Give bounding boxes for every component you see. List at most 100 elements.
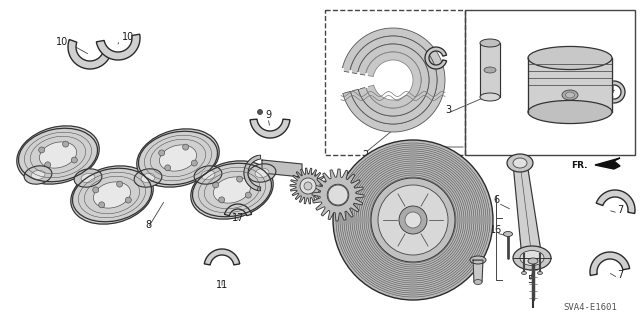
Text: 13: 13 [329, 180, 341, 190]
Ellipse shape [513, 246, 551, 270]
Polygon shape [596, 190, 635, 213]
Ellipse shape [74, 169, 102, 187]
Ellipse shape [474, 279, 482, 285]
Text: 9: 9 [265, 110, 271, 120]
Circle shape [45, 162, 51, 168]
Text: 17: 17 [232, 213, 244, 223]
Circle shape [182, 144, 189, 150]
Polygon shape [250, 119, 290, 138]
Ellipse shape [214, 177, 250, 203]
Ellipse shape [248, 164, 276, 182]
Circle shape [371, 178, 455, 262]
Circle shape [304, 182, 312, 190]
Polygon shape [204, 249, 240, 265]
Circle shape [93, 187, 99, 193]
Ellipse shape [522, 271, 527, 275]
Ellipse shape [194, 166, 222, 184]
Polygon shape [244, 156, 260, 191]
Text: 12: 12 [306, 173, 318, 183]
Circle shape [300, 178, 316, 194]
Circle shape [327, 184, 349, 206]
Polygon shape [590, 252, 630, 276]
Text: FR.: FR. [572, 160, 588, 169]
Ellipse shape [480, 39, 500, 47]
Polygon shape [225, 204, 252, 216]
Polygon shape [473, 260, 483, 282]
Text: 8: 8 [145, 220, 151, 230]
Text: 7: 7 [617, 205, 623, 215]
Polygon shape [425, 47, 447, 69]
Circle shape [38, 147, 45, 153]
Ellipse shape [255, 168, 269, 178]
Ellipse shape [159, 145, 196, 171]
Circle shape [237, 176, 243, 182]
Text: 7: 7 [617, 270, 623, 280]
Ellipse shape [93, 182, 131, 208]
Circle shape [333, 140, 493, 300]
Ellipse shape [538, 271, 543, 275]
Polygon shape [480, 43, 500, 97]
Polygon shape [358, 44, 429, 116]
Circle shape [378, 185, 448, 255]
Ellipse shape [24, 166, 52, 184]
Text: 11: 11 [216, 280, 228, 290]
Polygon shape [513, 163, 542, 258]
Ellipse shape [528, 47, 612, 70]
Polygon shape [604, 81, 625, 103]
Ellipse shape [137, 129, 220, 187]
Ellipse shape [141, 174, 155, 182]
Ellipse shape [513, 158, 527, 168]
Ellipse shape [81, 174, 95, 182]
Ellipse shape [71, 166, 153, 224]
Text: 4: 4 [609, 85, 615, 95]
Polygon shape [290, 168, 326, 204]
Circle shape [71, 157, 77, 163]
Text: 2: 2 [362, 150, 368, 160]
Circle shape [191, 160, 197, 166]
Circle shape [219, 197, 225, 203]
Ellipse shape [566, 92, 575, 98]
Circle shape [164, 165, 171, 171]
Text: 1: 1 [412, 143, 418, 153]
Text: 4: 4 [425, 55, 431, 65]
Polygon shape [595, 158, 620, 169]
Text: 16: 16 [490, 225, 502, 235]
Ellipse shape [507, 154, 533, 172]
Text: 14: 14 [394, 167, 406, 177]
Ellipse shape [528, 258, 538, 264]
Ellipse shape [484, 67, 496, 73]
Text: 3: 3 [445, 105, 451, 115]
Circle shape [257, 109, 262, 115]
Circle shape [245, 192, 252, 198]
Ellipse shape [480, 93, 500, 101]
Polygon shape [528, 58, 612, 112]
Text: 10: 10 [56, 37, 68, 47]
Text: 15: 15 [472, 262, 484, 272]
Ellipse shape [17, 126, 99, 184]
Circle shape [399, 206, 427, 234]
Polygon shape [365, 52, 421, 108]
Circle shape [116, 181, 123, 187]
Ellipse shape [470, 256, 486, 264]
Text: 10: 10 [122, 32, 134, 42]
Polygon shape [68, 40, 111, 69]
Circle shape [328, 185, 348, 205]
Bar [465, 10, 635, 155]
Ellipse shape [528, 100, 612, 123]
Circle shape [301, 179, 316, 193]
Ellipse shape [40, 142, 77, 168]
Ellipse shape [562, 90, 578, 100]
Ellipse shape [201, 170, 215, 180]
Bar [325, 10, 465, 155]
Polygon shape [312, 169, 364, 221]
Text: SVA4-E1601: SVA4-E1601 [563, 303, 617, 313]
Text: 6: 6 [493, 195, 499, 205]
Ellipse shape [31, 170, 45, 180]
Circle shape [212, 182, 219, 188]
Polygon shape [342, 28, 445, 132]
Circle shape [99, 202, 105, 208]
Circle shape [159, 150, 164, 156]
Polygon shape [349, 36, 437, 124]
Ellipse shape [504, 232, 513, 236]
Polygon shape [97, 34, 140, 60]
